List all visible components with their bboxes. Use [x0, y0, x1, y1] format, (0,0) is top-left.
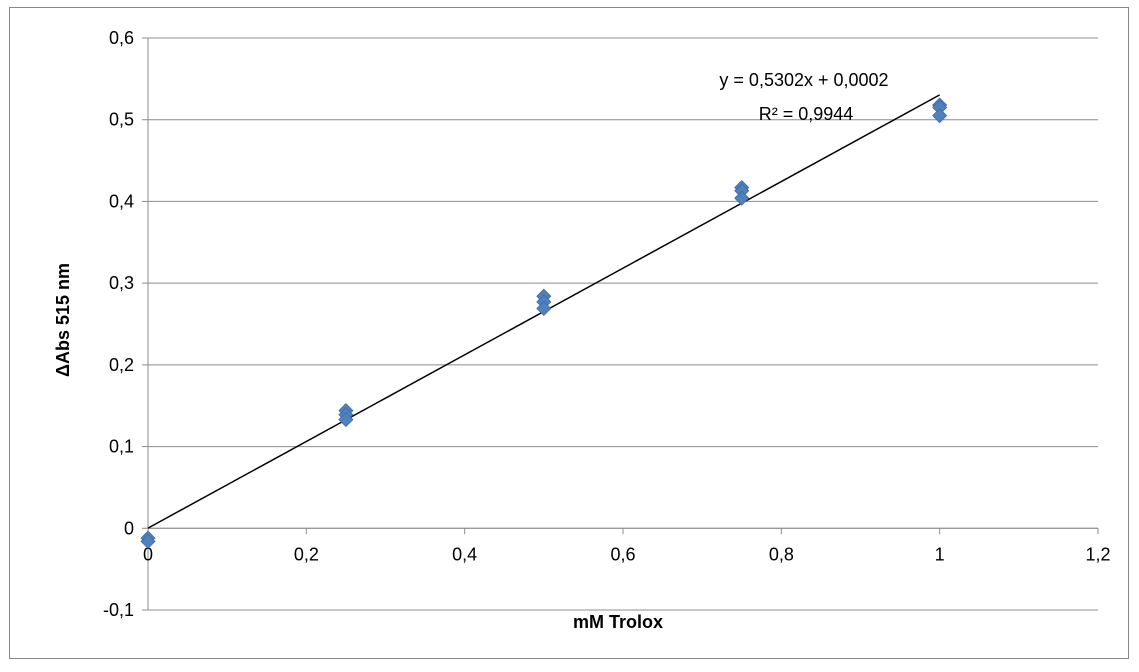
y-axis-title: ΔAbs 515 nm	[53, 263, 73, 377]
y-tick-label: 0,2	[109, 355, 134, 375]
r-squared-label: R² = 0,9944	[759, 104, 854, 124]
data-point	[140, 533, 156, 549]
x-axis-title: mM Trolox	[573, 612, 663, 632]
x-tick-label: 1	[935, 544, 945, 564]
data-point	[536, 300, 552, 317]
trendline-equation: y = 0,5302x + 0,0002	[719, 70, 888, 90]
data-point	[932, 108, 948, 124]
y-tick-label: 0,4	[109, 191, 134, 211]
y-tick-label: 0,3	[109, 273, 134, 293]
x-tick-label: 0,2	[294, 544, 319, 564]
x-tick-label: 1,2	[1085, 544, 1110, 564]
y-tick-label: 0,5	[109, 110, 134, 130]
x-tick-label: 0,8	[769, 544, 794, 564]
y-tick-label: 0	[124, 518, 134, 538]
y-tick-label: -0,1	[103, 600, 134, 620]
y-tick-label: 0,1	[109, 437, 134, 457]
data-point	[734, 190, 750, 206]
x-tick-label: 0	[143, 544, 153, 564]
y-tick-label: 0,6	[109, 28, 134, 48]
data-point	[338, 412, 354, 428]
x-tick-label: 0,6	[610, 544, 635, 564]
x-tick-label: 0,4	[452, 544, 477, 564]
